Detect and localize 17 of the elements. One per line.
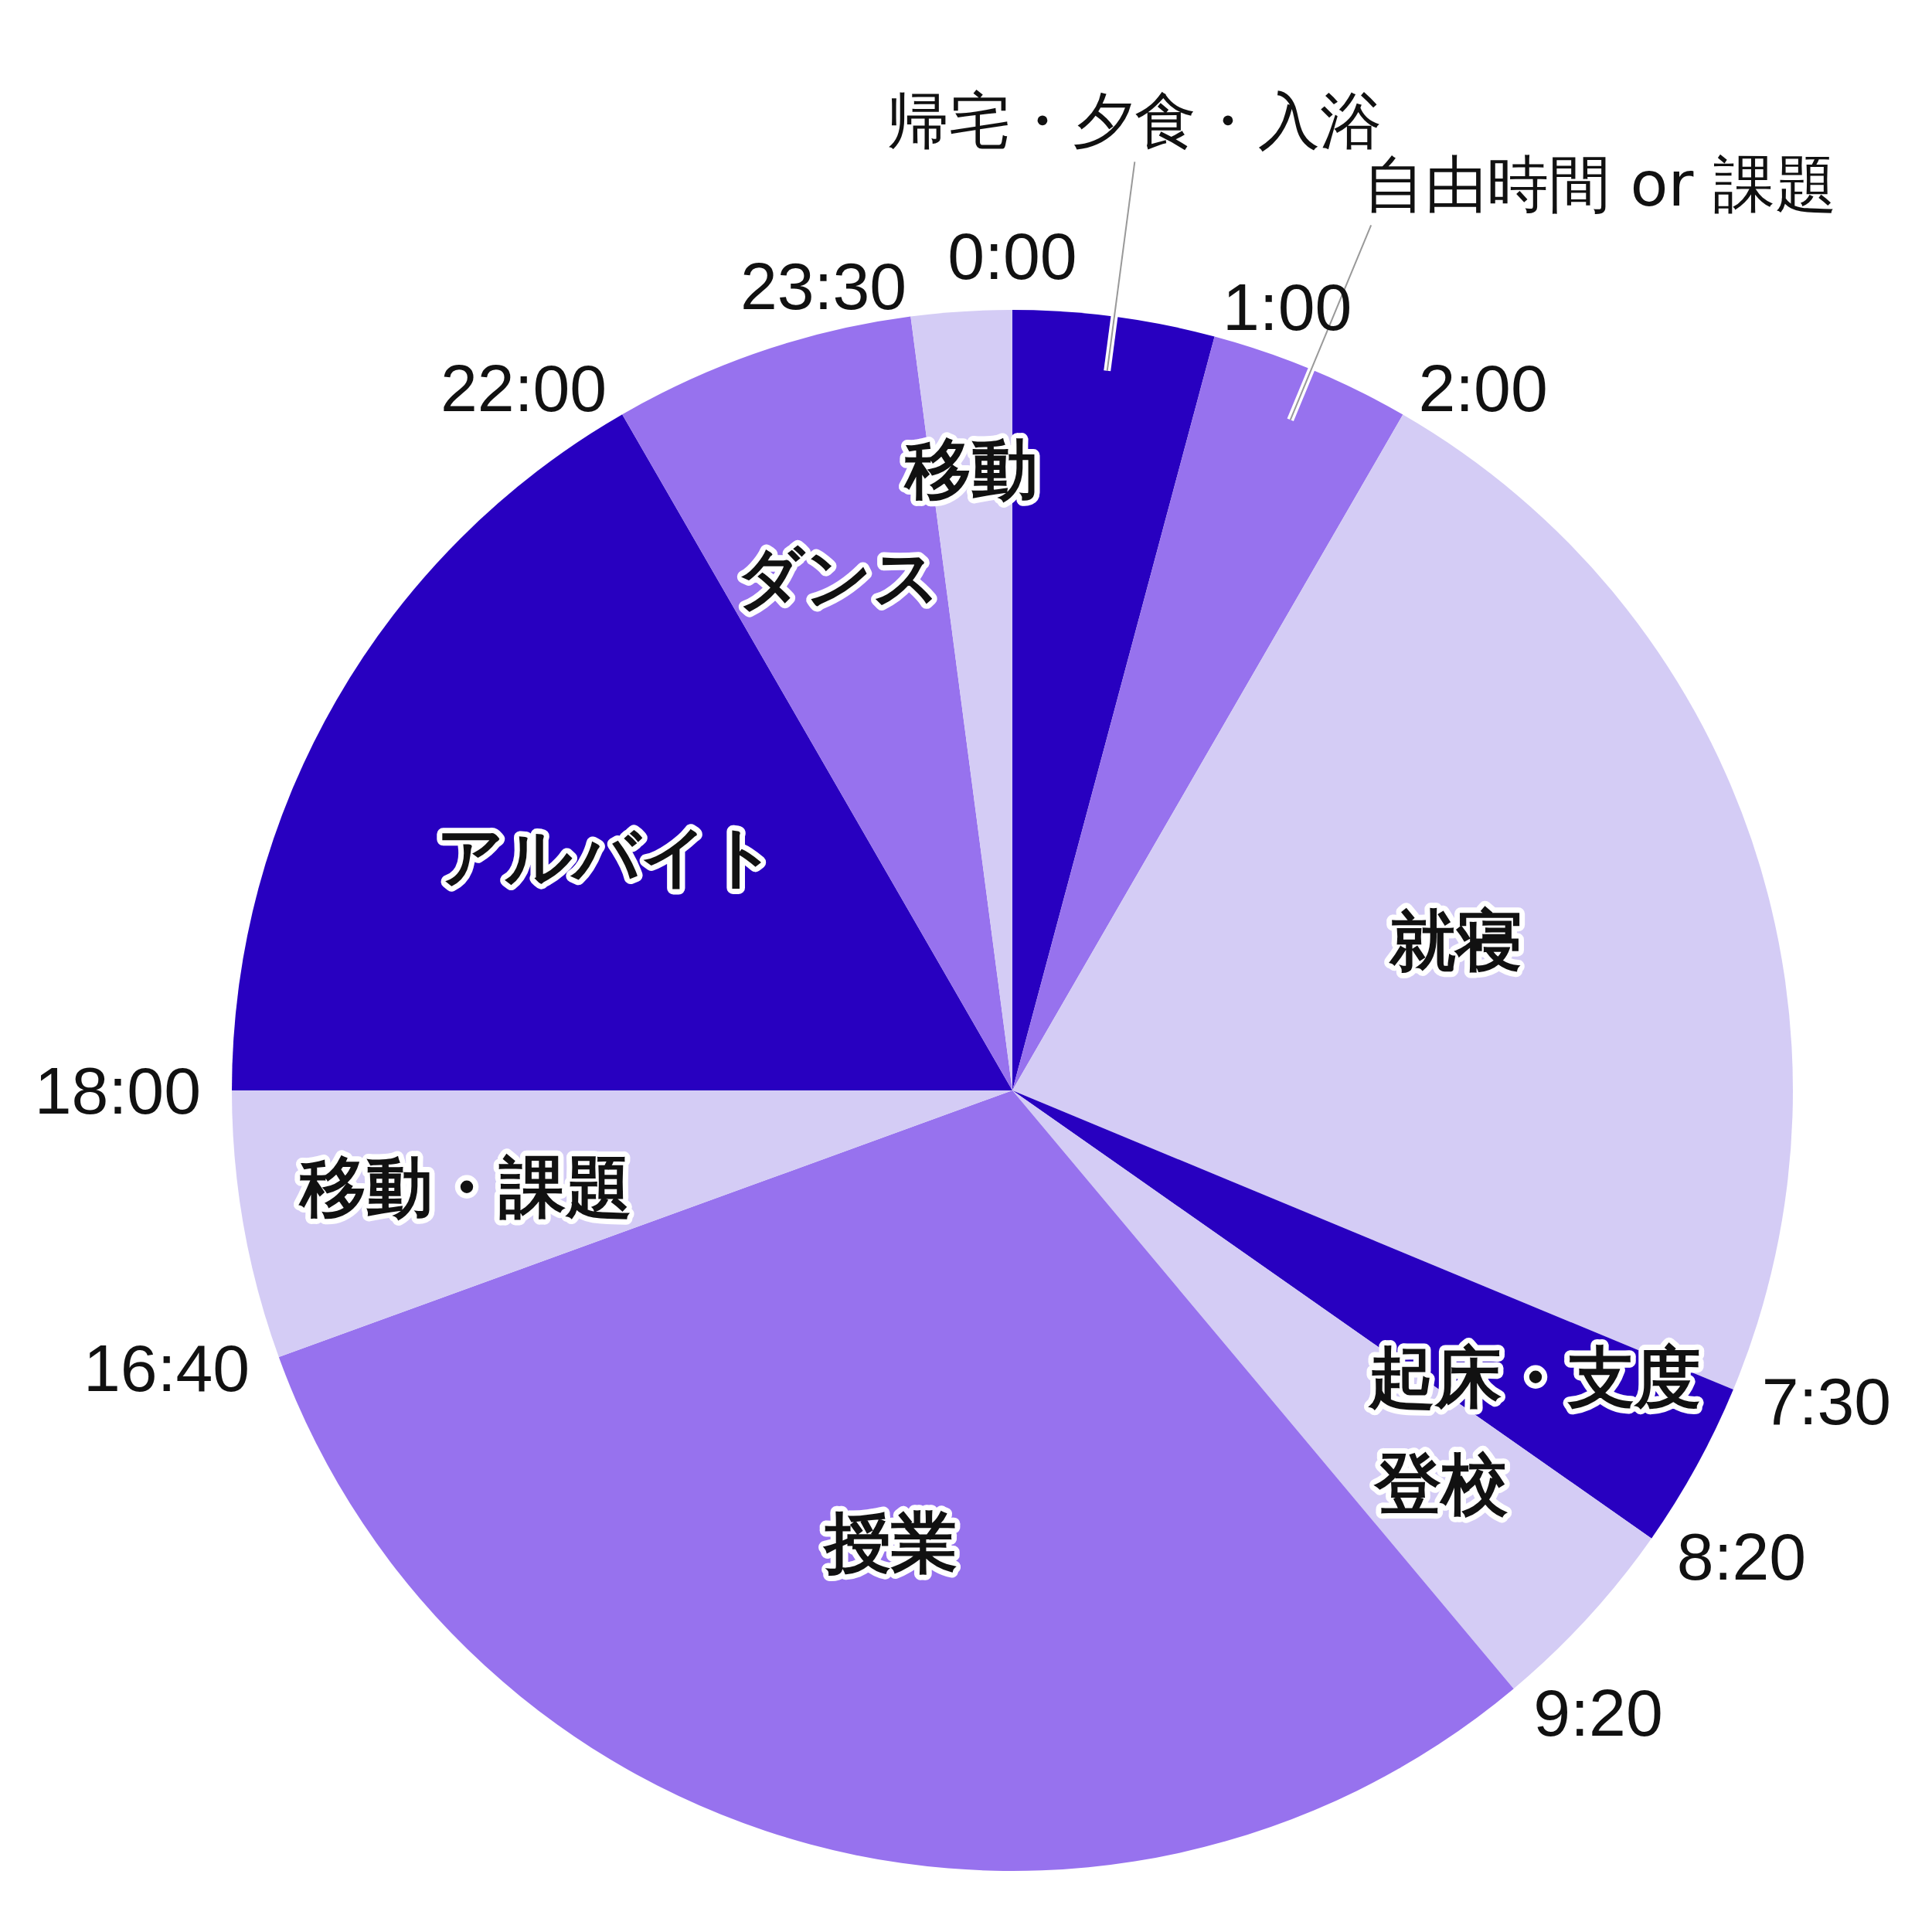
slice-label: 帰宅・夕食・入浴 — [887, 85, 1383, 158]
text: 2:00 — [1418, 350, 1548, 425]
text: 18:00 — [34, 1053, 201, 1128]
slice-label: 授業 — [821, 1504, 957, 1582]
text: 9:20 — [1533, 1675, 1663, 1750]
text: 16:40 — [83, 1330, 250, 1405]
text: 23:30 — [740, 248, 907, 323]
text: 0:00 — [947, 219, 1077, 293]
slice-label: 起床・支度 — [1367, 1338, 1701, 1417]
text: 22:00 — [440, 350, 607, 425]
text: 8:20 — [1676, 1519, 1807, 1594]
slice-label: アルバイト — [437, 817, 777, 895]
text: 7:30 — [1761, 1364, 1892, 1439]
slice-label: 移動・課題 — [298, 1148, 632, 1226]
slice-label: 登校 — [1373, 1445, 1509, 1523]
slice-label: 就寝 — [1388, 901, 1522, 979]
slice-label: ダンス — [736, 539, 940, 617]
